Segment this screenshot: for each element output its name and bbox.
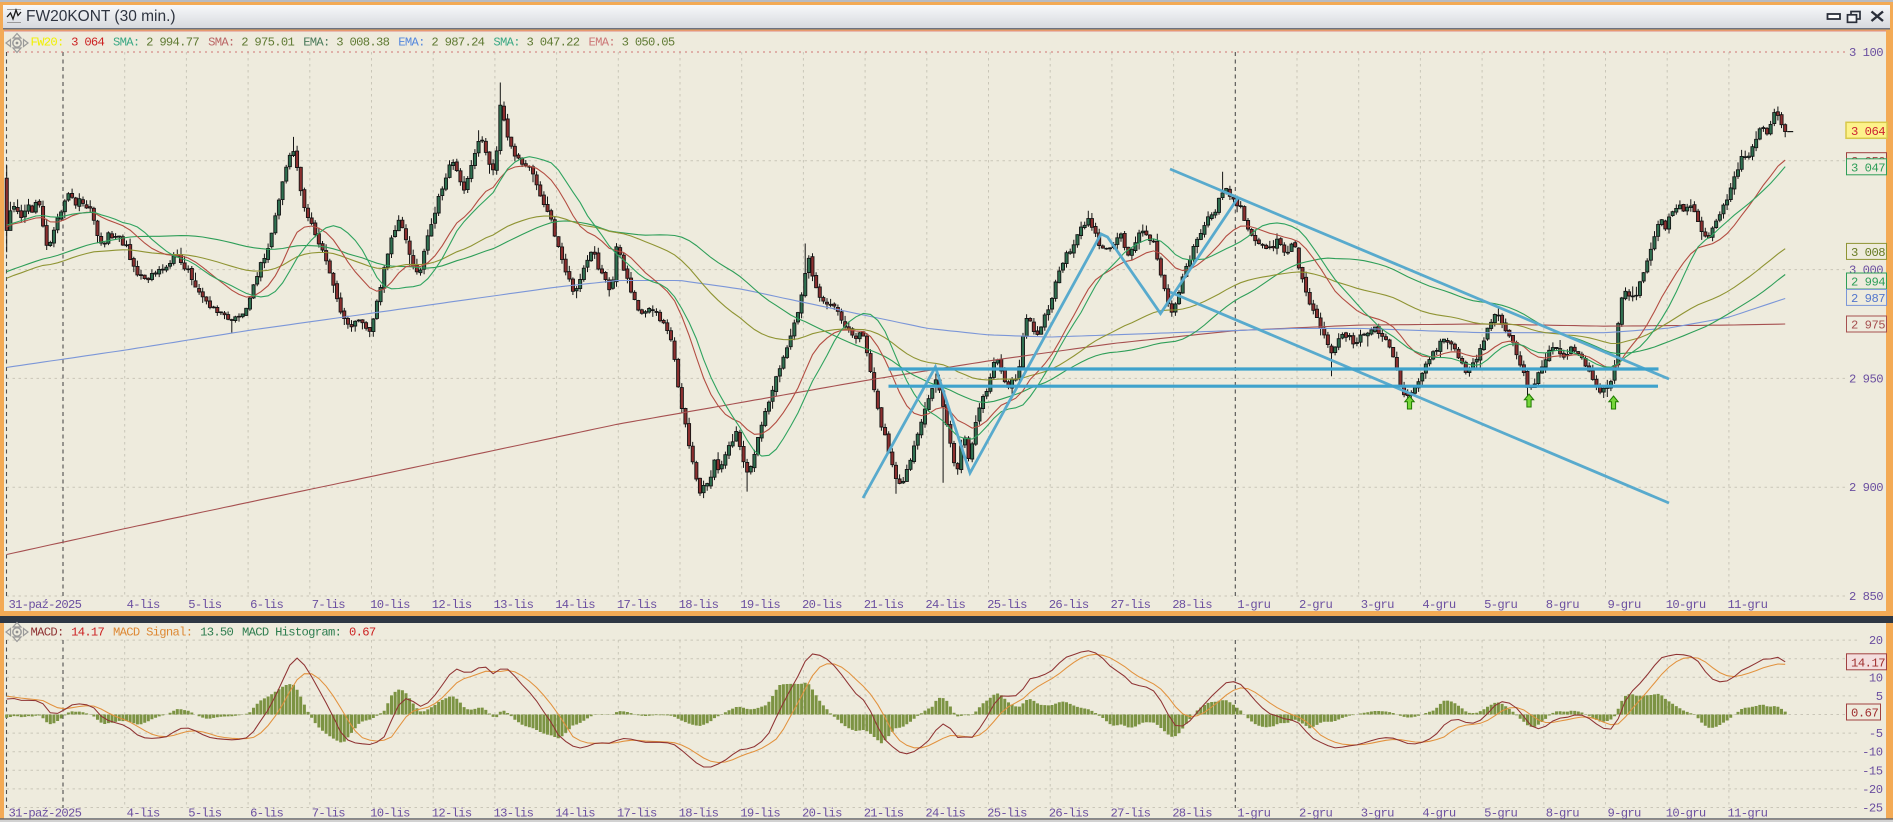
svg-text:12-lis: 12-lis [432,598,472,612]
svg-text:4-gru: 4-gru [1422,807,1455,821]
svg-text:9-gru: 9-gru [1608,598,1641,612]
svg-text:5-lis: 5-lis [188,598,221,612]
svg-text:5-gru: 5-gru [1484,807,1517,821]
svg-text:28-lis: 28-lis [1172,598,1212,612]
svg-text:FW20:: FW20: [31,36,64,50]
svg-text:2-gru: 2-gru [1299,598,1332,612]
svg-text:2 950: 2 950 [1849,372,1883,386]
svg-text:31-paź-2025: 31-paź-2025 [9,598,82,612]
svg-text:21-lis: 21-lis [864,807,904,821]
svg-text:-20: -20 [1862,783,1883,797]
svg-text:18-lis: 18-lis [679,807,719,821]
svg-text:13-lis: 13-lis [494,807,534,821]
svg-text:3 047: 3 047 [1851,161,1885,175]
svg-text:MACD Signal:: MACD Signal: [113,626,192,640]
svg-text:10-lis: 10-lis [370,598,410,612]
svg-text:2 850: 2 850 [1849,590,1883,604]
svg-text:13.50: 13.50 [200,626,233,640]
svg-text:8-gru: 8-gru [1546,807,1579,821]
svg-text:14.17: 14.17 [1851,656,1885,670]
svg-text:-15: -15 [1862,764,1883,778]
svg-text:0.67: 0.67 [349,626,376,640]
svg-text:12-lis: 12-lis [432,807,472,821]
svg-text:1-gru: 1-gru [1237,807,1270,821]
svg-text:28-lis: 28-lis [1172,807,1212,821]
svg-text:2 975.01: 2 975.01 [241,36,294,50]
svg-text:26-lis: 26-lis [1049,598,1089,612]
svg-text:20-lis: 20-lis [802,598,842,612]
svg-text:13-lis: 13-lis [494,598,534,612]
svg-text:1-gru: 1-gru [1237,598,1270,612]
svg-text:SMA:: SMA: [208,36,234,50]
svg-text:21-lis: 21-lis [864,598,904,612]
svg-text:17-lis: 17-lis [617,598,657,612]
svg-text:3 008.38: 3 008.38 [336,36,389,50]
svg-text:2 987.24: 2 987.24 [431,36,484,50]
svg-text:24-lis: 24-lis [925,598,965,612]
svg-text:25-lis: 25-lis [987,807,1027,821]
svg-text:3 047.22: 3 047.22 [527,36,580,50]
svg-text:11-gru: 11-gru [1728,807,1768,821]
svg-text:7-lis: 7-lis [312,598,345,612]
svg-text:EMA:: EMA: [589,36,615,50]
svg-text:3 050.05: 3 050.05 [622,36,675,50]
svg-text:-25: -25 [1862,802,1883,816]
svg-text:20: 20 [1869,634,1883,648]
svg-text:11-gru: 11-gru [1728,598,1768,612]
svg-text:24-lis: 24-lis [925,807,965,821]
svg-text:SMA:: SMA: [493,36,519,50]
svg-text:27-lis: 27-lis [1111,598,1151,612]
svg-text:9-gru: 9-gru [1608,807,1641,821]
svg-text:4-gru: 4-gru [1422,598,1455,612]
svg-text:19-lis: 19-lis [740,598,780,612]
svg-text:2 975: 2 975 [1851,319,1885,333]
svg-text:17-lis: 17-lis [617,807,657,821]
svg-text:4-lis: 4-lis [127,598,160,612]
svg-text:14-lis: 14-lis [555,598,595,612]
svg-text:2 900: 2 900 [1849,481,1883,495]
svg-text:6-lis: 6-lis [250,598,283,612]
svg-text:3 100: 3 100 [1849,46,1883,60]
svg-text:2 994.77: 2 994.77 [146,36,199,50]
svg-text:10: 10 [1869,671,1883,685]
svg-text:26-lis: 26-lis [1049,807,1089,821]
svg-text:10-gru: 10-gru [1666,598,1706,612]
svg-text:3 064: 3 064 [71,36,104,50]
svg-text:SMA:: SMA: [113,36,139,50]
svg-text:25-lis: 25-lis [987,598,1027,612]
svg-text:3 064: 3 064 [1851,125,1885,139]
svg-text:31-paź-2025: 31-paź-2025 [9,807,82,821]
svg-text:EMA:: EMA: [398,36,424,50]
svg-text:-5: -5 [1869,727,1883,741]
svg-text:-10: -10 [1862,746,1883,760]
svg-text:20-lis: 20-lis [802,807,842,821]
svg-text:3-gru: 3-gru [1361,598,1394,612]
svg-text:8-gru: 8-gru [1546,598,1579,612]
svg-text:2 987: 2 987 [1851,292,1885,306]
svg-text:10-gru: 10-gru [1666,807,1706,821]
svg-text:14.17: 14.17 [71,626,104,640]
svg-text:MACD Histogram:: MACD Histogram: [242,626,341,640]
svg-text:2 994: 2 994 [1851,276,1885,290]
svg-text:10-lis: 10-lis [370,807,410,821]
svg-text:19-lis: 19-lis [740,807,780,821]
svg-text:3-gru: 3-gru [1361,807,1394,821]
svg-text:6-lis: 6-lis [250,807,283,821]
svg-text:MACD:: MACD: [31,626,64,640]
svg-text:EMA:: EMA: [303,36,329,50]
svg-text:5-gru: 5-gru [1484,598,1517,612]
svg-text:FW20KONT (30 min.): FW20KONT (30 min.) [26,8,176,25]
svg-text:0.67: 0.67 [1851,707,1878,721]
svg-text:4-lis: 4-lis [127,807,160,821]
svg-text:14-lis: 14-lis [555,807,595,821]
svg-text:5-lis: 5-lis [188,807,221,821]
svg-text:7-lis: 7-lis [312,807,345,821]
svg-text:2-gru: 2-gru [1299,807,1332,821]
svg-text:5: 5 [1876,690,1883,704]
svg-text:27-lis: 27-lis [1111,807,1151,821]
svg-text:3 008: 3 008 [1851,246,1885,260]
svg-text:18-lis: 18-lis [679,598,719,612]
